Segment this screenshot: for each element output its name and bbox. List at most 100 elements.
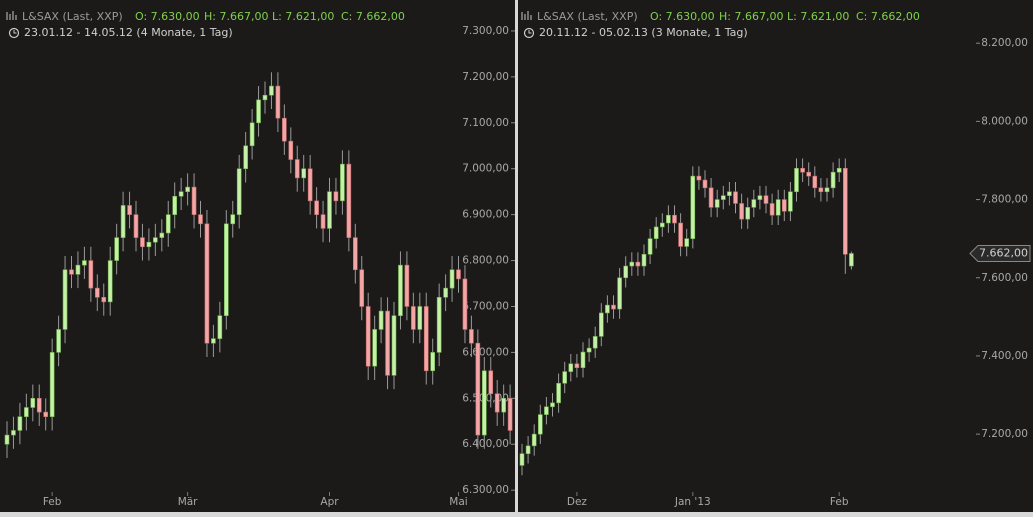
candle-body [127,205,132,215]
symbol-icon [521,11,532,20]
ohlc-label: L: 7.621,00 [272,10,334,23]
candle-body [114,237,119,261]
candle-body [204,223,210,344]
candle-body [4,434,10,445]
candle-body [385,310,390,376]
candle-body [830,171,836,189]
candle-body [788,191,793,212]
candle-body [469,329,474,344]
candle-body [537,414,543,435]
candle-body [346,163,352,238]
candle-body [494,393,500,413]
candle-body [282,117,287,142]
x-tick-label: Feb [830,496,849,508]
candle-body [629,261,635,267]
candle-body [140,237,145,248]
ohlc-label: L: 7.621,00 [787,10,849,23]
candle-body [17,416,23,431]
candle-body [314,200,319,215]
candle-body [462,278,468,330]
candle-body [623,265,629,279]
candle-body [185,186,190,192]
y-tick-label: 6.800,00 [462,255,509,267]
candle-body [333,191,339,202]
candle-body [635,261,641,267]
candle-body [488,370,494,395]
candle-body [481,370,487,436]
candle-body [443,287,448,298]
candle-body [611,304,616,310]
clock-hand [13,30,17,34]
candle-body [49,352,55,417]
y-tick-label: 7.100,00 [462,117,509,129]
candle-body [781,199,787,212]
candle-body [812,175,818,189]
candle-body [449,269,455,289]
candle-body [568,363,574,372]
candle-body [411,306,416,330]
candle-body [62,269,68,330]
candle-body [720,195,726,200]
candle-body [36,398,42,413]
candle-body [849,253,854,267]
candle-body [556,383,561,404]
candle-body [586,347,592,353]
candle-body [769,203,775,216]
candle-body [340,163,345,202]
clock-hand [528,30,532,34]
candle-body [641,254,647,267]
candle-body [191,186,197,215]
candle-body [275,85,281,119]
clock-icon [8,27,20,39]
candle-body [95,287,100,298]
candle-body [320,214,326,229]
candle-body [249,122,255,147]
candle-body [617,277,622,310]
candle-body [727,191,732,196]
candle-body [818,187,824,193]
candle-body [224,223,229,316]
candle-body [501,398,506,413]
candle-body [605,304,610,314]
candle-body [562,371,568,384]
candle-body [708,187,714,208]
candle-body [763,195,769,204]
candle-body [43,411,49,417]
candle-body [107,260,113,303]
last-price-label: 7.662,00 [979,247,1028,260]
candle-body [211,338,216,344]
candle-body [702,179,708,189]
candle-body [417,306,423,330]
candle-body [294,159,300,179]
candle-body [11,430,16,436]
candle-body [165,214,171,234]
symbol-title: L&SAX (Last, XXP) [22,10,123,23]
candle-body [365,306,371,367]
y-tick-label: 6.300,00 [462,484,509,496]
x-tick-label: Jan '13 [674,496,711,508]
candle-body [592,336,598,349]
candle-body [101,296,107,303]
candle-body [598,312,604,337]
candle-body [666,214,671,224]
candle-body [30,398,36,408]
candle-body [507,398,513,431]
candle-body [525,445,531,454]
x-tick-label: Mai [449,496,467,508]
candle-body [739,203,744,220]
candle-body [327,191,332,229]
candle-body [391,315,397,376]
candle-body [678,222,683,247]
x-tick-label: Dez [567,496,588,508]
x-tick-label: Apr [320,496,339,508]
x-tick-label: Mär [178,496,198,508]
candle-body [217,315,223,339]
candle-body [352,237,358,271]
symbol-icon [6,11,17,20]
y-tick-label: 8.000,00 [981,115,1028,127]
candle-body [178,191,184,197]
ohlc-label: H: 7.667,00 [719,10,783,23]
candle-body [659,222,665,228]
candle-body [757,195,763,200]
y-tick-label: 6.600,00 [462,346,509,358]
